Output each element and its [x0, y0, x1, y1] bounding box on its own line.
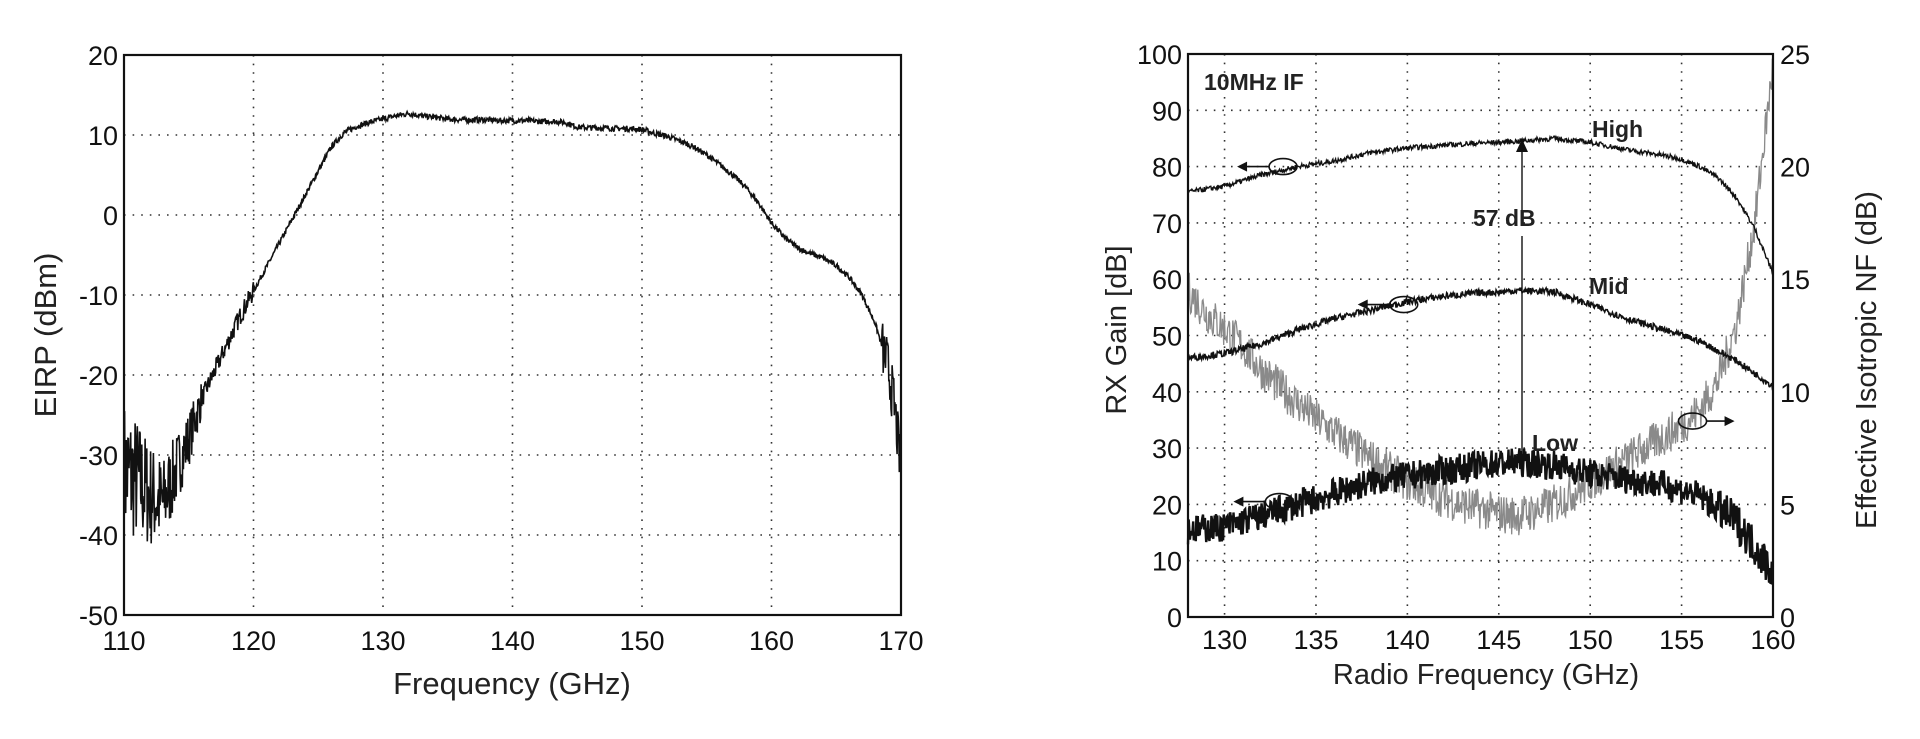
series-line-effective-isotropic-nf: [1187, 58, 1774, 536]
x-tick-label: 130: [1202, 625, 1247, 655]
x-tick-label: 140: [490, 626, 535, 656]
x-tick-label: 130: [360, 626, 405, 656]
x-tick-label: 160: [1750, 625, 1795, 655]
x-tick-label: 150: [619, 626, 664, 656]
arrow-up-icon: [1516, 139, 1528, 152]
y-tick-label: -10: [79, 281, 118, 311]
x-tick-label: 135: [1293, 625, 1338, 655]
y-tick-label: 40: [1152, 378, 1182, 408]
y-tick-label: 80: [1152, 153, 1182, 183]
arrow-down-icon: [1516, 454, 1528, 467]
y-tick-label: -40: [79, 521, 118, 551]
eirp-grid: [124, 55, 901, 615]
rx-gain-y-axis-label: RX Gain [dB]: [1101, 245, 1133, 414]
y-right-tick-label: 15: [1780, 265, 1810, 295]
arrow-left-icon: [1357, 299, 1368, 310]
rx-gain-nf-chart: 10MHz IF High Mid Low 57 dB 010203040506…: [1101, 40, 1883, 691]
y-right-tick-label: 5: [1780, 490, 1795, 520]
x-tick-label: 150: [1568, 625, 1613, 655]
series-label-low: Low: [1532, 430, 1578, 456]
y-tick-label: 0: [1167, 603, 1182, 633]
eirp-plot-frame: [122, 53, 903, 617]
y-tick-label: 100: [1137, 40, 1182, 70]
y-tick-label: 90: [1152, 96, 1182, 126]
y-tick-label: 70: [1152, 209, 1182, 239]
y-tick-label: 30: [1152, 434, 1182, 464]
eirp-y-axis-label: EIRP (dBm): [28, 253, 63, 418]
y-tick-label: 20: [1152, 490, 1182, 520]
y-tick-label: -20: [79, 361, 118, 391]
rx-gain-x-axis-label: Radio Frequency (GHz): [1333, 659, 1639, 691]
y-tick-label: 60: [1152, 265, 1182, 295]
arrow-left-icon: [1233, 496, 1244, 507]
rx-gain-x-tick-labels: 130 135 140 145 150 155 160: [1202, 625, 1796, 655]
y-right-tick-label: 0: [1780, 603, 1795, 633]
x-tick-label: 155: [1659, 625, 1704, 655]
if-label: 10MHz IF: [1204, 69, 1304, 95]
rx-gain-plot-frame: [1186, 52, 1775, 619]
series-line-mid: [1187, 285, 1774, 391]
x-tick-label: 110: [102, 626, 145, 656]
x-tick-label: 170: [878, 626, 923, 656]
y-tick-label: 50: [1152, 322, 1182, 352]
axis-indicator-left: [1233, 492, 1295, 511]
y-tick-label: 20: [88, 41, 118, 71]
series-label-high: High: [1592, 116, 1643, 142]
x-tick-label: 145: [1476, 625, 1521, 655]
y-right-tick-label: 25: [1780, 40, 1810, 70]
nf-y-tick-labels: 0 5 10 15 20 25: [1780, 40, 1810, 633]
arrow-right-icon: [1724, 416, 1735, 427]
eirp-x-axis-label: Frequency (GHz): [393, 666, 631, 701]
y-tick-label: 0: [103, 201, 118, 231]
x-tick-label: 160: [749, 626, 794, 656]
eirp-line: [123, 109, 902, 544]
axis-indicator-left: [1237, 157, 1298, 176]
gain-range-arrow: [1516, 139, 1528, 467]
y-tick-label: -30: [79, 441, 118, 471]
series-label-mid: Mid: [1589, 273, 1629, 299]
x-tick-label: 120: [231, 626, 276, 656]
eirp-series-line: [123, 109, 902, 544]
y-tick-label: 10: [88, 121, 118, 151]
nf-y-axis-label: Effective Isotropic NF (dB): [1851, 191, 1883, 529]
axis-indicator-markers: [1233, 157, 1735, 511]
y-right-tick-label: 20: [1780, 153, 1810, 183]
series-line-low: [1186, 448, 1775, 585]
x-tick-label: 140: [1385, 625, 1430, 655]
rx-gain-y-tick-labels: 0 10 20 30 40 50 60 70 80 90 100: [1137, 40, 1182, 633]
axis-indicator-right: [1677, 412, 1735, 430]
y-tick-label: -50: [79, 601, 118, 631]
series-line-high: [1187, 134, 1774, 276]
eirp-y-tick-labels: -50 -40 -30 -20 -10 0 10 20: [79, 41, 118, 631]
eirp-x-tick-labels: 110 120 130 140 150 160 170: [102, 626, 923, 656]
rx-gain-series-lines: [1186, 58, 1775, 585]
y-right-tick-label: 10: [1780, 378, 1810, 408]
arrow-left-icon: [1237, 161, 1248, 172]
y-tick-label: 10: [1152, 547, 1182, 577]
gain-range-label: 57 dB: [1473, 205, 1536, 231]
axis-indicator-left: [1357, 295, 1419, 314]
